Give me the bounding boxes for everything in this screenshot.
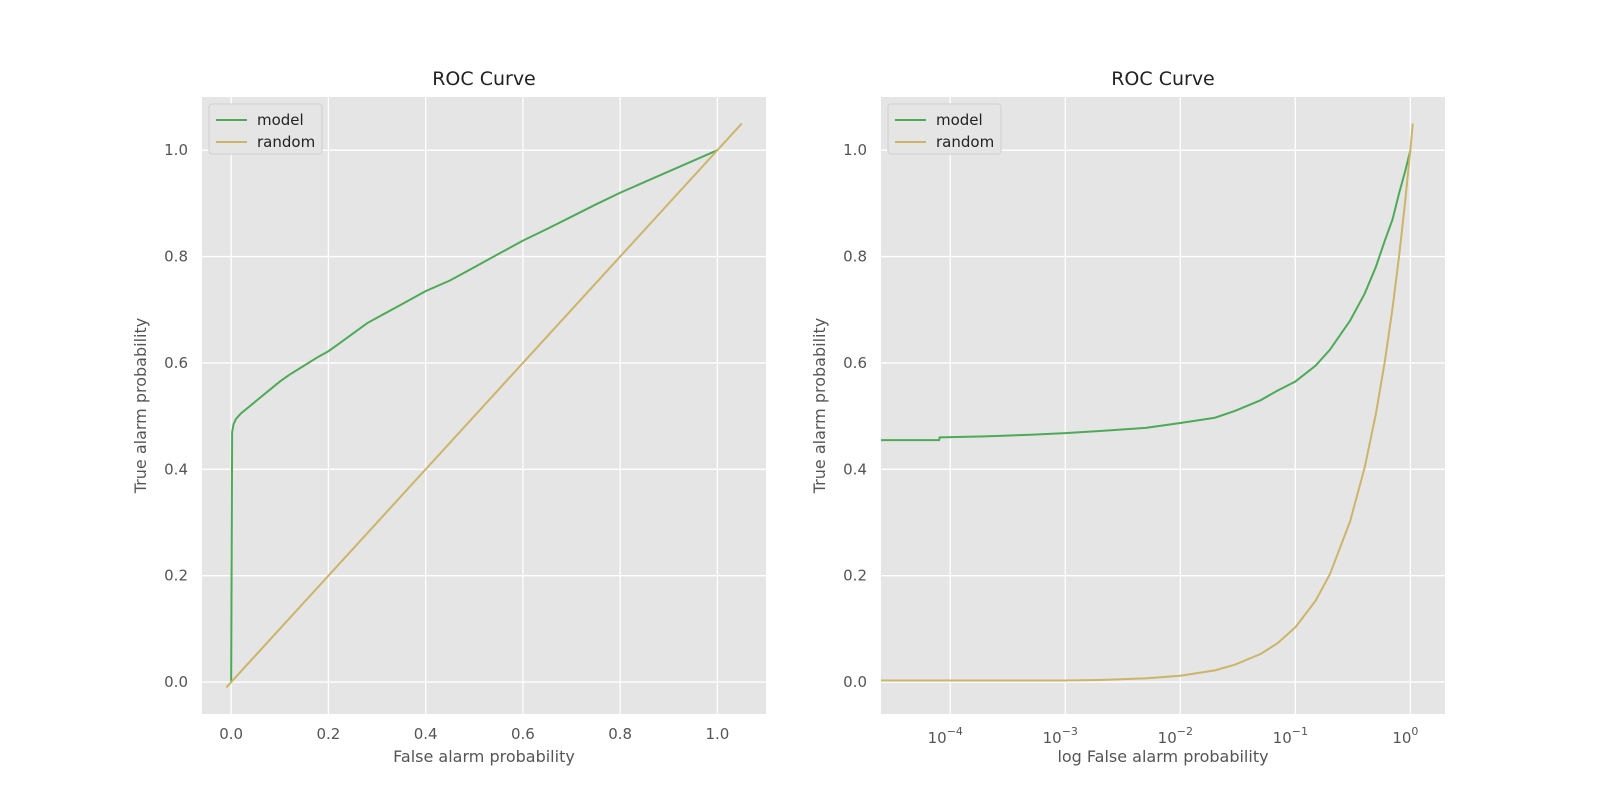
plot-background — [881, 97, 1445, 714]
y-tick-label: 0.4 — [164, 460, 188, 478]
legend-label-random: random — [936, 133, 994, 151]
y-tick-label: 0.6 — [164, 354, 188, 372]
x-tick-label: 0.2 — [316, 725, 340, 743]
y-tick-label: 0.2 — [843, 567, 867, 585]
legend-label-model: model — [936, 111, 983, 129]
x-tick-exponent: −4 — [947, 725, 963, 738]
x-tick-label: 10−1 — [1273, 725, 1308, 747]
chart-linear-roc: 0.0 0.2 0.4 0.6 0.8 1.0 0.0 0.2 0.4 0.6 0.8 1.0 ROC … — [131, 68, 766, 766]
x-tick-label: 10−4 — [928, 725, 963, 747]
x-tick-exponent: −3 — [1062, 725, 1078, 738]
chart-title: ROC Curve — [1111, 68, 1215, 90]
chart-log-roc: 0.00.20.40.60.81.010−4 10−3 10−2 10−1 100ROC… — [810, 68, 1445, 766]
x-tick-base: 10 — [1158, 729, 1177, 747]
series-line-random — [225, 122, 743, 689]
x-tick-base: 10 — [1043, 729, 1062, 747]
y-tick-label: 0.0 — [843, 673, 867, 691]
x-tick-label: 0.0 — [219, 725, 243, 743]
plot-series — [881, 123, 1414, 682]
legend-label-random: random — [257, 133, 315, 151]
x-tick-label: 100 — [1392, 725, 1418, 747]
x-tick-exponent: −2 — [1177, 725, 1193, 738]
series-line-random — [881, 123, 1414, 682]
legend-label-model: model — [257, 111, 304, 129]
x-tick-label: 10−2 — [1158, 725, 1193, 747]
x-tick-exponent: 0 — [1411, 725, 1418, 738]
chart-title: ROC Curve — [432, 68, 536, 90]
x-tick-base: 10 — [1392, 729, 1411, 747]
x-tick-label: 10−3 — [1043, 725, 1078, 747]
x-tick-label: 0.8 — [608, 725, 632, 743]
x-tick-base: 10 — [928, 729, 947, 747]
x-tick-label: 1.0 — [705, 725, 729, 743]
y-tick-label: 0.0 — [164, 673, 188, 691]
x-tick-base: 10 — [1273, 729, 1292, 747]
y-tick-label: 1.0 — [843, 141, 867, 159]
x-axis-label: log False alarm probability — [1057, 747, 1268, 766]
x-tick-label: 0.4 — [414, 725, 438, 743]
y-tick-label: 0.8 — [164, 248, 188, 266]
y-tick-label: 0.2 — [164, 567, 188, 585]
y-tick-label: 0.4 — [843, 460, 867, 478]
series-line-model — [881, 149, 1412, 442]
y-axis-label: True alarm probability — [810, 318, 829, 494]
series-line-model — [230, 149, 718, 683]
x-axis-label: False alarm probability — [393, 747, 575, 766]
y-tick-label: 0.6 — [843, 354, 867, 372]
x-tick-label: 0.6 — [511, 725, 535, 743]
y-tick-label: 0.8 — [843, 248, 867, 266]
plot-series — [225, 122, 743, 689]
y-axis-label: True alarm probability — [131, 318, 150, 494]
y-tick-label: 1.0 — [164, 141, 188, 159]
x-tick-exponent: −1 — [1292, 725, 1308, 738]
